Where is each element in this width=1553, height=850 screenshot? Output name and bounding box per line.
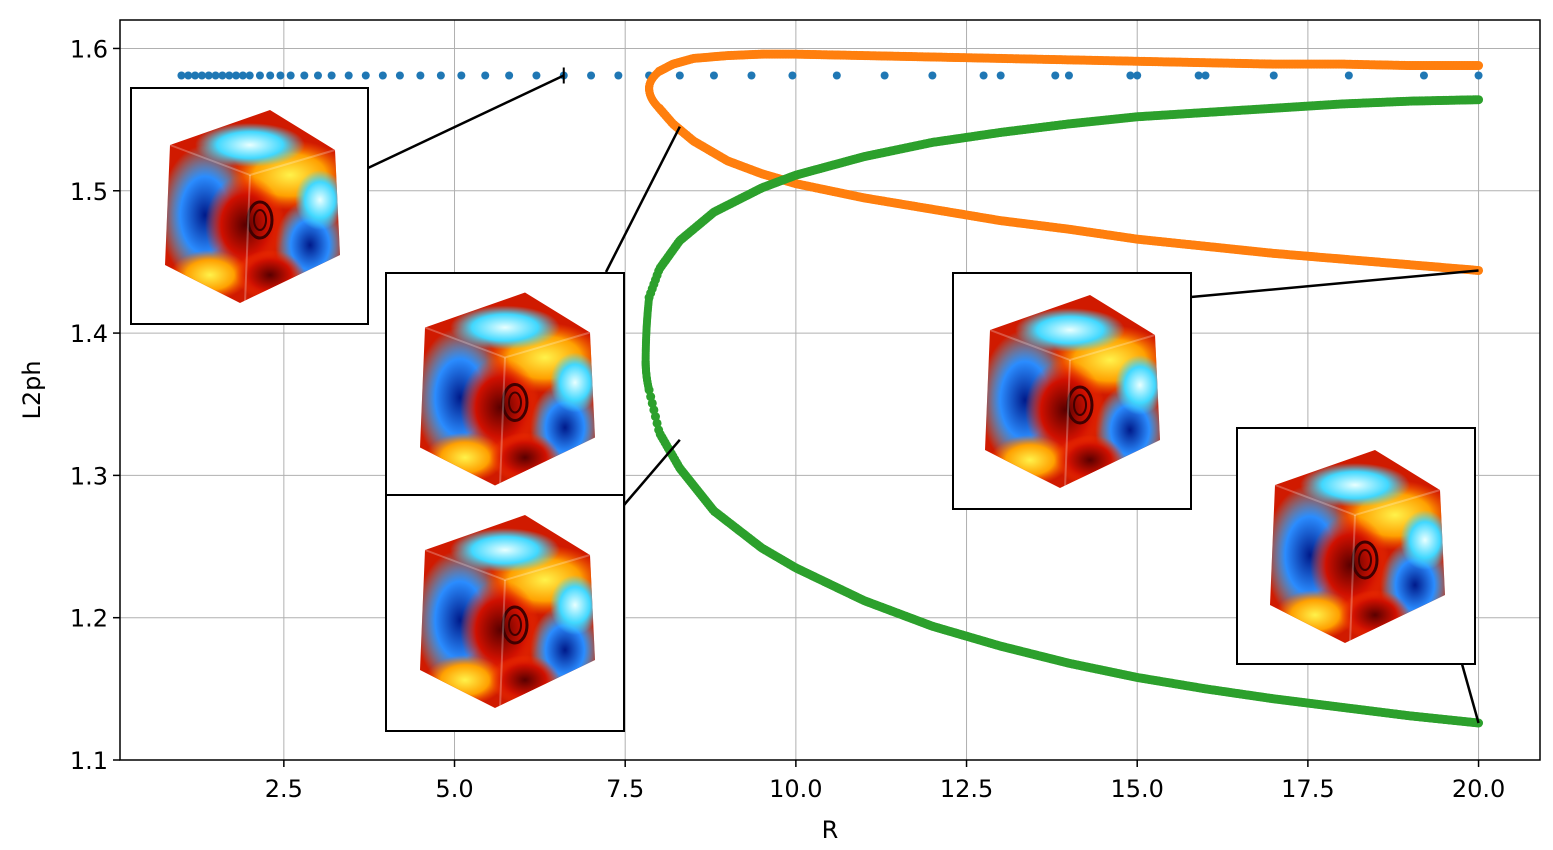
data-point — [1269, 71, 1278, 80]
data-point — [996, 71, 1005, 80]
x-tick-label: 20.0 — [1452, 775, 1505, 803]
data-point — [361, 71, 370, 80]
data-point — [344, 71, 353, 80]
data-point — [1344, 71, 1353, 80]
data-point — [709, 71, 718, 80]
axes-frame — [119, 19, 1541, 761]
data-point — [286, 71, 295, 80]
connector-line — [623, 438, 681, 506]
data-point — [395, 71, 404, 80]
data-point — [747, 71, 756, 80]
data-point — [276, 71, 285, 80]
x-axis-label: R — [822, 816, 839, 844]
data-point — [1474, 71, 1483, 80]
series-blue — [177, 71, 1483, 80]
data-point — [225, 71, 234, 80]
data-point — [1474, 95, 1484, 105]
data-point — [238, 71, 247, 80]
data-point — [614, 71, 623, 80]
data-point — [313, 71, 322, 80]
inset-top-left — [130, 87, 369, 325]
y-tick-label: 1.5 — [70, 178, 108, 206]
data-point — [245, 71, 254, 80]
data-point — [327, 71, 336, 80]
data-point — [979, 71, 988, 80]
data-point — [587, 71, 596, 80]
data-point — [416, 71, 425, 80]
data-point — [255, 71, 264, 80]
data-point — [457, 71, 466, 80]
inset-middle-upper — [385, 272, 625, 496]
x-tick-label: 5.0 — [435, 775, 473, 803]
x-tick-label: 12.5 — [940, 775, 993, 803]
inset-middle-lower — [385, 494, 625, 732]
data-point — [481, 71, 490, 80]
data-point — [1126, 71, 1135, 80]
data-point — [378, 71, 387, 80]
x-tick-label: 10.0 — [769, 775, 822, 803]
data-point — [184, 71, 193, 80]
ticks-layer: 2.5 5.0 7.5 10.0 12.5 15.0 17.5 20.0 1.1 1.2 1.3 1.… — [70, 35, 1505, 803]
data-point — [880, 71, 889, 80]
data-point — [211, 71, 220, 80]
x-tick-label: 7.5 — [606, 775, 644, 803]
series-green — [641, 95, 1484, 728]
data-point — [204, 71, 213, 80]
connector-line — [1190, 269, 1479, 299]
data-point — [266, 71, 275, 80]
data-point — [1419, 71, 1428, 80]
inset-right-bottom — [1236, 427, 1476, 665]
connector-line — [1460, 663, 1480, 724]
data-point — [1051, 71, 1060, 80]
inset-connectors — [367, 67, 1480, 724]
y-axis-label: L2ph — [18, 360, 46, 419]
data-point — [436, 71, 445, 80]
data-point — [532, 71, 541, 80]
data-point — [928, 71, 937, 80]
data-point — [300, 71, 309, 80]
data-point — [1064, 71, 1073, 80]
series-orange — [645, 49, 1484, 275]
x-tick-label: 17.5 — [1281, 775, 1334, 803]
data-point — [218, 71, 227, 80]
x-tick-label: 15.0 — [1110, 775, 1163, 803]
data-point — [191, 71, 200, 80]
data-point — [788, 71, 797, 80]
y-tick-label: 1.2 — [70, 605, 108, 633]
data-point — [1201, 71, 1210, 80]
y-tick-label: 1.1 — [70, 747, 108, 775]
data-point — [1474, 61, 1484, 71]
data-point — [1194, 71, 1203, 80]
data-point — [1133, 71, 1142, 80]
data-point — [505, 71, 514, 80]
y-tick-label: 1.6 — [70, 35, 108, 63]
x-tick-label: 2.5 — [265, 775, 303, 803]
connector-line — [367, 74, 565, 170]
connector-line — [604, 126, 681, 273]
series-layer — [177, 49, 1484, 728]
inset-right-middle — [952, 272, 1192, 510]
data-point — [177, 71, 186, 80]
data-point — [832, 71, 841, 80]
y-tick-label: 1.4 — [70, 320, 108, 348]
y-tick-label: 1.3 — [70, 462, 108, 490]
data-point — [675, 71, 684, 80]
data-point — [197, 71, 206, 80]
data-point — [232, 71, 241, 80]
